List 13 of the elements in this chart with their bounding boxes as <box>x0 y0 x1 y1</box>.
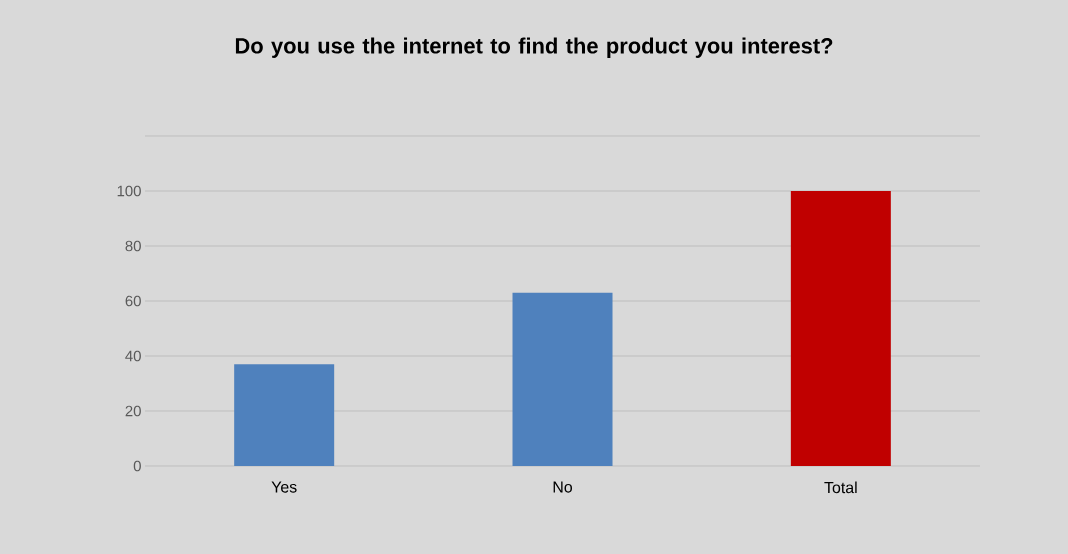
chart-title: Do you use the internet to find the product you interest? <box>235 37 833 58</box>
x-tick-label: Total <box>824 481 857 494</box>
x-tick-label: No <box>553 481 573 493</box>
x-tick-label: Yes <box>271 481 297 493</box>
y-tick-label: 60 <box>125 295 141 307</box>
y-tick-label: 100 <box>117 185 141 197</box>
bar <box>790 190 891 466</box>
y-tick-label: 80 <box>125 240 141 252</box>
bar <box>512 292 613 466</box>
y-tick-label: 0 <box>133 460 141 472</box>
bar <box>234 364 335 466</box>
y-tick-label: 20 <box>125 405 141 417</box>
y-tick-label: 40 <box>125 350 141 362</box>
